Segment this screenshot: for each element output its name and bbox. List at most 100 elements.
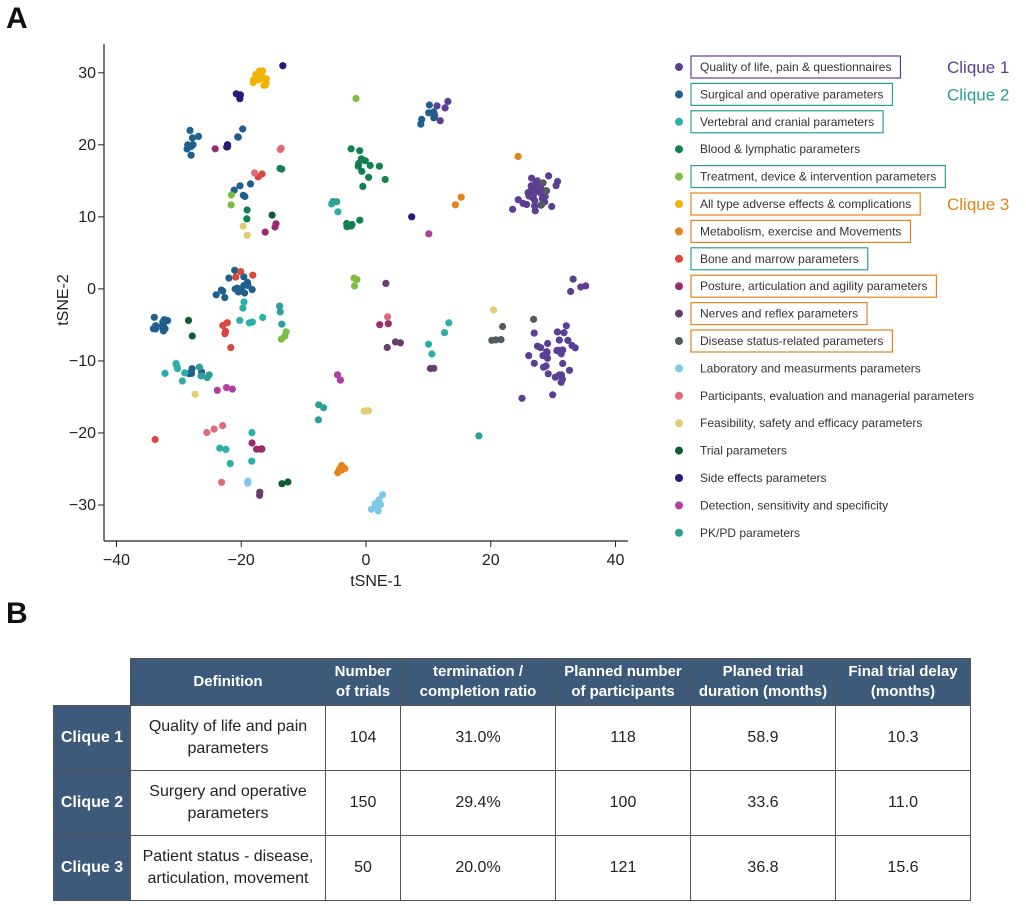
legend-marker (675, 254, 683, 263)
data-point-surgical-and-operative-parameters (194, 132, 203, 140)
data-point-feasibility-safety-and-efficacy-parameters (239, 222, 247, 230)
legend-item: Blood & lymphatic parameters (675, 142, 860, 156)
legend-marker (675, 364, 683, 373)
legend-item: Vertebral and cranial parameters (675, 110, 884, 134)
data-point-quality-of-life-pain-questionnaires (544, 339, 552, 348)
legend-label: Laboratory and measurments parameters (700, 361, 921, 375)
chart-legend: Quality of life, pain & questionnaires Su… (675, 55, 1009, 540)
data-point-blood-lymphatic-parameters (381, 175, 389, 184)
data-point-treatment-device-intervention-parameters (227, 191, 235, 199)
y-tick-label: 10 (78, 209, 96, 226)
data-point-quality-of-life-pain-questionnaires (544, 370, 552, 378)
data-point-pk-pd-parameters (314, 416, 322, 424)
data-point-nerves-and-reflex-parameters (256, 491, 264, 499)
header-termination-ratio: termination / completion ratio (400, 658, 556, 706)
y-tick-label: 0 (87, 281, 96, 298)
data-point-quality-of-life-pain-questionnaires (555, 336, 563, 344)
legend-marker (675, 63, 683, 71)
data-point-blood-lymphatic-parameters (358, 167, 366, 175)
cell-participants: 118 (555, 705, 691, 771)
data-point-vertebral-and-cranial-parameters (239, 304, 247, 312)
x-tick-label: −20 (228, 552, 255, 569)
header-planned-participants: Planned number of participants (555, 658, 691, 706)
data-point-nerves-and-reflex-parameters (396, 339, 404, 347)
data-point-blood-lymphatic-parameters (243, 206, 251, 214)
cell-delay: 10.3 (835, 705, 971, 771)
data-point-trial-parameters (188, 332, 196, 340)
legend-label: Metabolism, exercise and Movements (700, 224, 901, 238)
data-point-disease-status-related-parameters (539, 179, 547, 187)
data-point-vertebral-and-cranial-parameters (173, 365, 182, 373)
data-point-quality-of-life-pain-questionnaires (564, 336, 572, 344)
table-header-row: Definition Number of trials termination … (53, 658, 971, 706)
data-point-trial-parameters (278, 480, 286, 488)
data-point-surgical-and-operative-parameters (187, 142, 195, 150)
legend-item: Feasibility, safety and efficacy paramet… (675, 416, 922, 430)
clique-summary-table: Definition Number of trials termination … (53, 658, 971, 901)
data-point-quality-of-life-pain-questionnaires (536, 189, 545, 197)
data-point-blood-lymphatic-parameters (359, 182, 367, 190)
data-point-laboratory-and-measurments-parameters (379, 491, 387, 499)
data-point-quality-of-life-pain-questionnaires (545, 172, 553, 180)
legend-marker (675, 145, 683, 154)
data-point-metabolism-exercise-and-movements (457, 193, 465, 201)
tsne-scatter-chart: −40 −20 0 20 40−30−20−100102030tSNE-1tSNE-2 … (55, 44, 1009, 590)
data-point-quality-of-life-pain-questionnaires (530, 359, 538, 367)
data-point-blood-lymphatic-parameters (355, 159, 363, 167)
data-point-posture-articulation-and-agility-parameters (211, 145, 219, 153)
data-point-all-type-adverse-effects-complications (249, 76, 257, 84)
data-point-quality-of-life-pain-questionnaires (531, 197, 539, 205)
data-point-participants-evaluation-and-managerial-parameters (218, 478, 226, 486)
data-point-detection-sensitivity-and-specificity (228, 385, 236, 393)
legend-marker (675, 501, 683, 510)
cell-ratio: 20.0% (400, 835, 556, 901)
data-point-surgical-and-operative-parameters (212, 291, 220, 299)
y-tick-label: −30 (69, 497, 96, 514)
data-point-participants-evaluation-and-managerial-parameters (203, 428, 211, 437)
chart-axes: −40 −20 0 20 40 −30 −20 −10 0 10 20 30 tSNE-1 tSNE-2 (55, 44, 628, 590)
data-point-detection-sensitivity-and-specificity (213, 386, 221, 394)
data-point-posture-articulation-and-agility-parameters (253, 445, 261, 453)
legend-label: Detection, sensitivity and specificity (700, 498, 888, 512)
data-point-surgical-and-operative-parameters (241, 192, 249, 201)
data-point-posture-articulation-and-agility-parameters (261, 228, 269, 236)
header-final-delay: Final trial delay (months) (835, 658, 971, 706)
data-point-participants-evaluation-and-managerial-parameters (210, 425, 218, 433)
data-point-quality-of-life-pain-questionnaires (565, 366, 574, 374)
data-point-vertebral-and-cranial-parameters (216, 444, 224, 452)
clique-label-3: Clique 3 (947, 195, 1009, 214)
data-point-bone-and-marrow-parameters (237, 268, 245, 276)
table-corner-cell (53, 658, 131, 706)
data-point-quality-of-life-pain-questionnaires (553, 328, 562, 336)
legend-marker (675, 446, 683, 455)
legend-clique-box (690, 247, 869, 271)
data-point-pk-pd-parameters (195, 363, 203, 371)
data-point-feasibility-safety-and-efficacy-parameters (360, 407, 368, 415)
data-point-vertebral-and-cranial-parameters (245, 319, 253, 327)
data-point-treatment-device-intervention-parameters (350, 274, 358, 282)
data-point-disease-status-related-parameters (499, 322, 507, 331)
data-point-posture-articulation-and-agility-parameters (376, 321, 384, 329)
data-point-nerves-and-reflex-parameters (383, 343, 391, 352)
legend-label: Treatment, device & intervention paramet… (700, 170, 936, 184)
data-point-treatment-device-intervention-parameters (277, 335, 285, 343)
data-point-vertebral-and-cranial-parameters (334, 208, 342, 216)
data-point-surgical-and-operative-parameters (430, 108, 438, 116)
data-point-surgical-and-operative-parameters (152, 322, 160, 330)
data-point-surgical-and-operative-parameters (225, 274, 233, 282)
data-point-participants-evaluation-and-managerial-parameters (277, 144, 285, 152)
data-point-surgical-and-operative-parameters (246, 180, 255, 188)
legend-marker (675, 117, 683, 126)
clique-label-2: Clique 2 (947, 85, 1009, 104)
data-point-disease-status-related-parameters (530, 315, 538, 323)
legend-clique-box (690, 192, 921, 216)
legend-item: Disease status-related parameters (675, 329, 894, 353)
data-point-bone-and-marrow-parameters (249, 271, 257, 279)
data-point-posture-articulation-and-agility-parameters (384, 320, 392, 328)
data-point-laboratory-and-measurments-parameters (367, 505, 376, 513)
legend-item: All type adverse effects & complications (675, 192, 921, 216)
data-point-blood-lymphatic-parameters (343, 223, 351, 231)
data-point-treatment-device-intervention-parameters (227, 201, 235, 209)
data-point-quality-of-life-pain-questionnaires (531, 202, 539, 210)
legend-item: Laboratory and measurments parameters (675, 361, 921, 375)
